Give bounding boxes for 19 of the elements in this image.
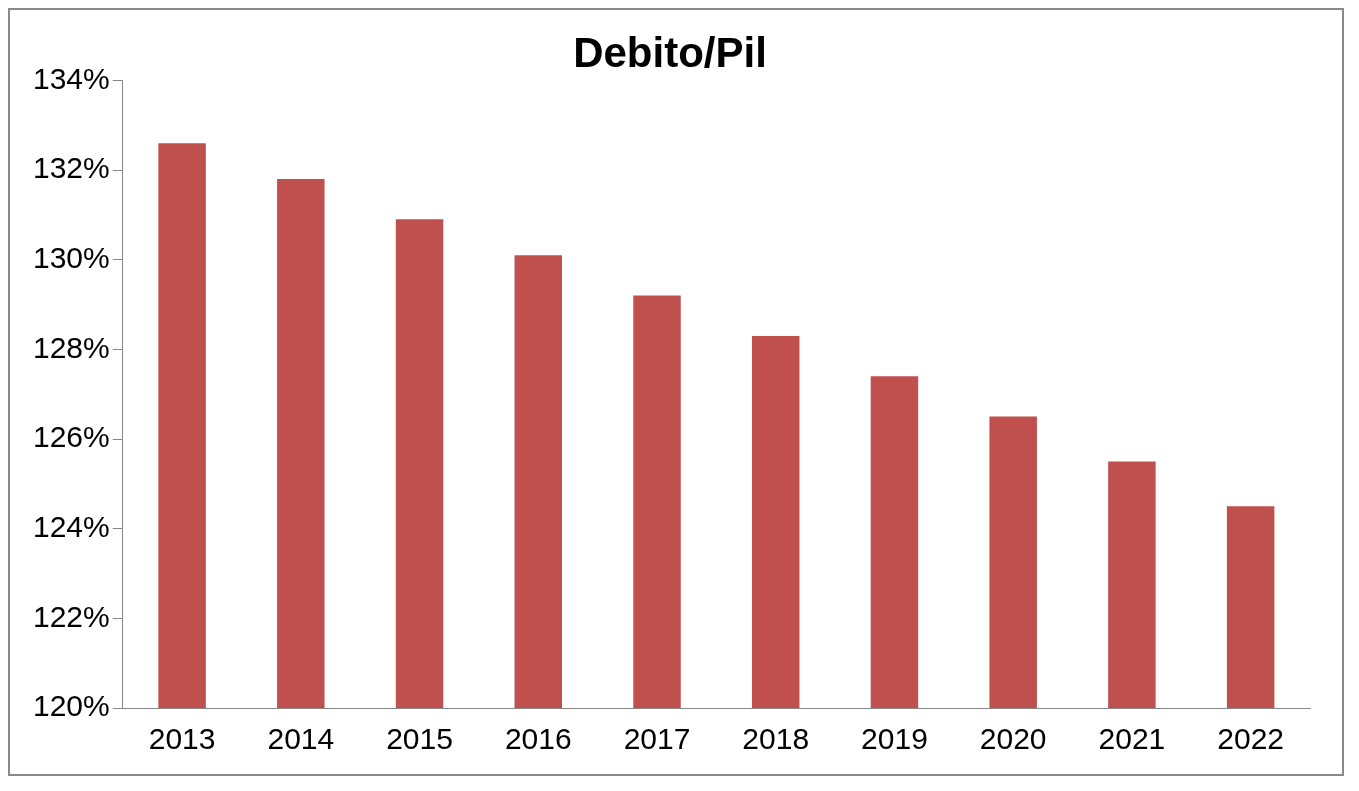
x-tick-label: 2017 — [623, 722, 691, 756]
x-tick-label: 2019 — [861, 722, 928, 756]
x-tick-label: 2014 — [267, 722, 335, 756]
x-tick-label: 2021 — [1098, 722, 1166, 756]
y-tick-label: 130% — [32, 240, 110, 274]
y-tick-label: 128% — [32, 330, 110, 364]
x-tick-label: 2020 — [979, 722, 1047, 756]
y-tick-label: 132% — [32, 151, 110, 185]
x-tick-label: 2022 — [1217, 722, 1285, 756]
chart-title: Debito/Pil — [573, 28, 767, 76]
x-tick-label: 2013 — [148, 722, 216, 756]
x-tick-label: 2018 — [742, 722, 810, 756]
x-tick-label: 2016 — [504, 722, 572, 756]
y-tick-label: 120% — [32, 689, 110, 723]
y-tick-label: 126% — [32, 420, 110, 454]
y-tick-label: 124% — [32, 509, 110, 543]
y-tick-label: 122% — [32, 599, 110, 633]
y-tick-label: 134% — [32, 61, 110, 95]
x-tick-label: 2015 — [386, 722, 453, 756]
